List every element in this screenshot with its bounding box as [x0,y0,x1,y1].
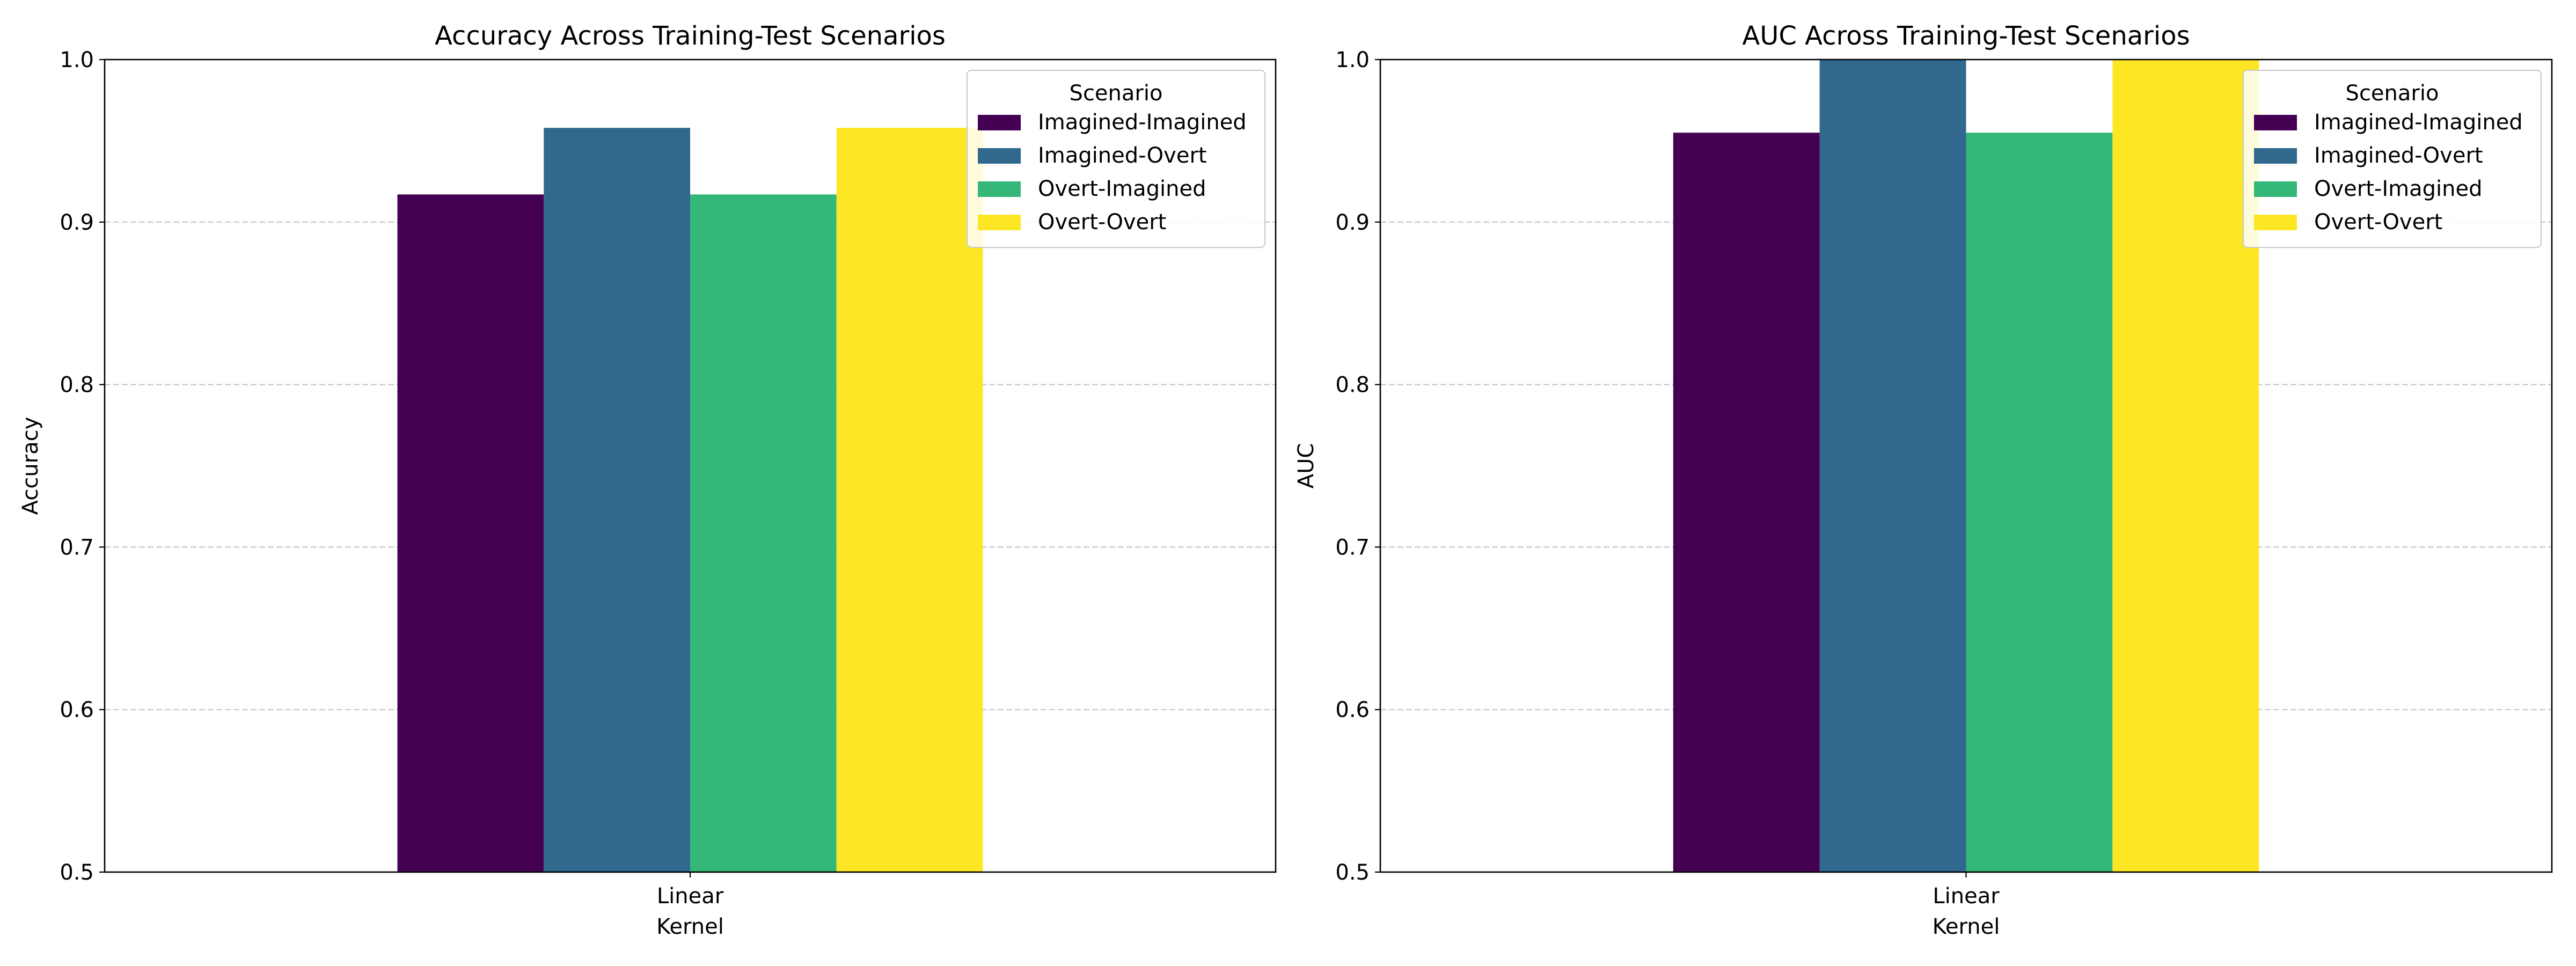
legend-box [2242,69,2542,248]
bar-overt-overt [2112,60,2259,872]
y-tick-label: 0.8 [1335,373,1370,398]
y-tick-label: 0.8 [60,373,94,398]
legend-swatch [2254,115,2297,130]
bar-imagined-overt [544,128,690,872]
bar-overt-overt [836,128,983,872]
x-tick-label: Linear [657,884,724,909]
y-tick-label: 1.0 [1335,48,1370,72]
legend-swatch [978,215,1021,230]
legend-swatch [978,115,1021,130]
legend-entry: Overt-Imagined [1038,177,1206,201]
legend-entry: Overt-Overt [2314,210,2442,235]
legend: Scenario Imagined-Imagined Imagined-Overt O… [966,69,1266,248]
y-tick-label: 1.0 [60,48,94,72]
y-tick-label: 0.9 [1335,210,1370,235]
y-tick-label: 0.7 [1335,535,1370,560]
legend-title: Scenario [2346,81,2439,106]
bar-overt-imagined [690,194,837,873]
legend-title: Scenario [1070,81,1163,106]
legend-entry: Imagined-Imagined [2314,110,2523,135]
axes-frame [104,58,1277,873]
chart-title: AUC Across Training-Test Scenarios [1742,21,2190,51]
y-tick-label: 0.6 [1335,698,1370,722]
legend-entry: Overt-Overt [1038,210,1166,235]
chart-title: Accuracy Across Training-Test Scenarios [435,21,946,51]
legend-swatch [978,148,1021,164]
legend-entry: Overt-Imagined [2314,177,2482,201]
x-axis-label: Kernel [656,914,724,939]
y-axis-label: AUC [1294,443,1319,489]
legend-swatch [2254,181,2297,197]
x-axis-label: Kernel [1933,914,2000,939]
x-tick-label: Linear [1933,884,2000,909]
y-tick-label: 0.9 [60,210,94,235]
bar-imagined-imagined [1673,133,1820,872]
legend: Scenario Imagined-Imagined Imagined-Overt O… [2242,69,2542,248]
y-axis-label: Accuracy [18,417,43,515]
legend-entry: Imagined-Imagined [1038,110,1247,135]
bar-imagined-imagined [397,194,544,873]
chart-2: Linear 0.5 0.6 0.7 0.8 0.9 1.0 AUC Across Train… [1294,21,2553,939]
y-tick-label: 0.7 [60,535,94,560]
y-tick-label: 0.6 [60,698,94,722]
legend-swatch [978,181,1021,197]
y-tick-label: 0.5 [1335,860,1370,885]
legend-swatch [2254,215,2297,230]
legend-entry: Imagined-Overt [1038,143,1207,168]
legend-entry: Imagined-Overt [2314,143,2483,168]
chart-1: Linear 0.5 0.6 0.7 0.8 0.9 1.0 Accuracy Across … [18,21,1277,939]
bar-overt-imagined [1966,133,2113,872]
bar-imagined-overt [1819,60,1966,872]
legend-swatch [2254,148,2297,164]
y-tick-label: 0.5 [60,860,94,885]
legend-box [966,69,1266,248]
axes-frame [1379,58,2553,873]
